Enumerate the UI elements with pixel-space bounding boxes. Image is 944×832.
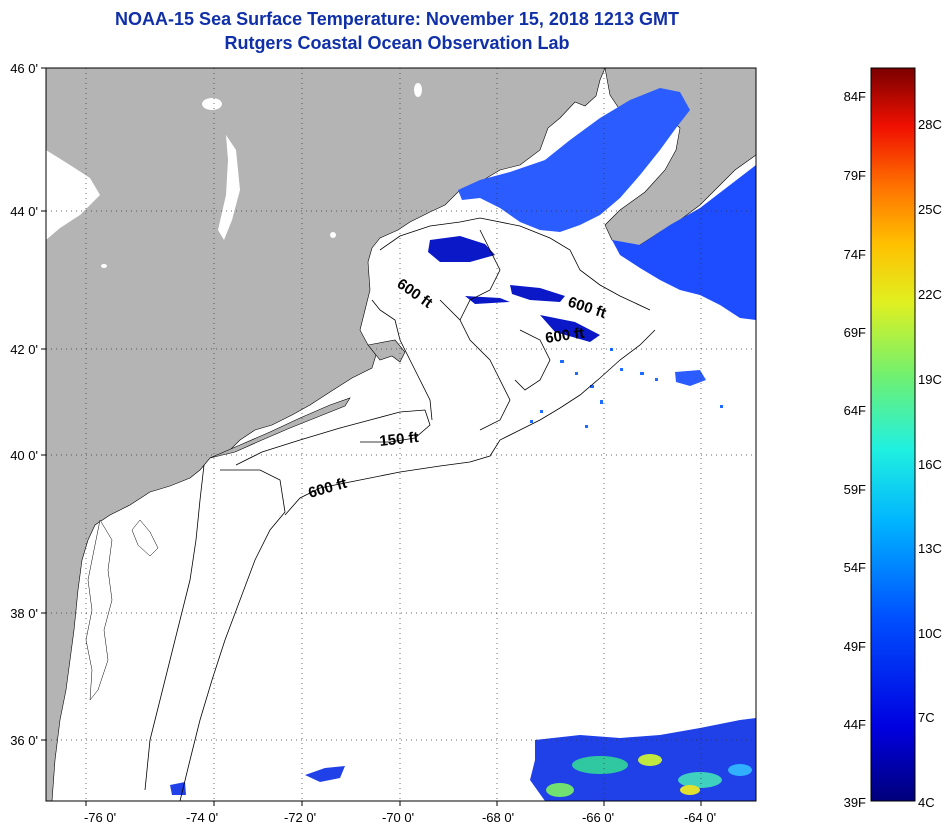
colorbar [870,67,916,802]
colorbar-label-f: 74F [844,247,866,262]
sst-patch [675,370,706,386]
lon-label: -64 0' [684,810,716,825]
colorbar-f-labels: 84F 79F 74F 69F 64F 59F 54F 49F 44F 39F [844,89,866,810]
colorbar-label-f: 64F [844,403,866,418]
land-mainland [46,68,606,801]
lon-label: -68 0' [482,810,514,825]
colorbar-label-c: 25C [918,202,942,217]
lat-label: 46 0' [10,61,38,76]
water-delaware-bay [131,519,159,557]
contour-label: 150 ft [379,429,420,450]
map-subtitle: Rutgers Coastal Ocean Observation Lab [224,33,570,53]
sst-southern-warm [546,754,752,797]
map-content [46,68,756,801]
lake [101,264,107,268]
sst-patch [510,285,565,302]
colorbar-label-c: 13C [918,541,942,556]
lon-label: -70 0' [382,810,414,825]
sst-patch [305,766,345,782]
contour-label: 600 ft [544,325,585,347]
lat-label: 38 0' [10,606,38,621]
colorbar-label-c: 7C [918,710,935,725]
graticule [46,68,756,801]
colorbar-label-f: 59F [844,482,866,497]
lat-label: 36 0' [10,733,38,748]
colorbar-label-f: 49F [844,639,866,654]
sst-scotian-shelf [612,165,756,320]
land-cape-cod [367,339,406,363]
lon-label: -66 0' [582,810,614,825]
sst-patch [428,236,495,262]
lake-champlain [218,135,240,240]
lon-label: -76 0' [84,810,116,825]
bathymetry-contours [144,217,656,801]
land-long-island [209,397,351,459]
colorbar-label-f: 69F [844,325,866,340]
colorbar-c-labels: 28C 25C 22C 19C 16C 13C 10C 7C 4C [918,117,942,810]
lat-label: 44 0' [10,204,38,219]
colorbar-label-c: 10C [918,626,942,641]
colorbar-label-f: 84F [844,89,866,104]
colorbar-label-c: 16C [918,457,942,472]
lon-label: -72 0' [284,810,316,825]
colorbar-label-c: 19C [918,372,942,387]
longitude-labels: -76 0' -74 0' -72 0' -70 0' -68 0' -66 0… [84,810,716,825]
sst-bay-of-fundy [458,88,690,232]
lake [202,98,222,110]
colorbar-label-f: 54F [844,560,866,575]
colorbar-label-c: 22C [918,287,942,302]
lake-ontario-edge [46,150,100,240]
colorbar-label-f: 44F [844,717,866,732]
colorbar-label-f: 79F [844,168,866,183]
colorbar-label-c: 28C [918,117,942,132]
map-ticks [41,67,702,806]
map-frame [45,67,757,802]
lat-label: 40 0' [10,448,38,463]
lake [330,232,336,238]
water-chesapeake-bay [85,519,113,701]
sst-patch [465,296,510,304]
colorbar-label-f: 39F [844,795,866,810]
sst-patch [540,315,600,342]
latitude-labels: 46 0' 44 0' 42 0' 40 0' 38 0' 36 0' [10,61,38,748]
lat-label: 42 0' [10,342,38,357]
lon-label: -74 0' [186,810,218,825]
map-title: NOAA-15 Sea Surface Temperature: Novembe… [115,9,679,29]
colorbar-label-c: 4C [918,795,935,810]
sst-specks-georges [530,348,723,428]
lake [414,83,422,97]
